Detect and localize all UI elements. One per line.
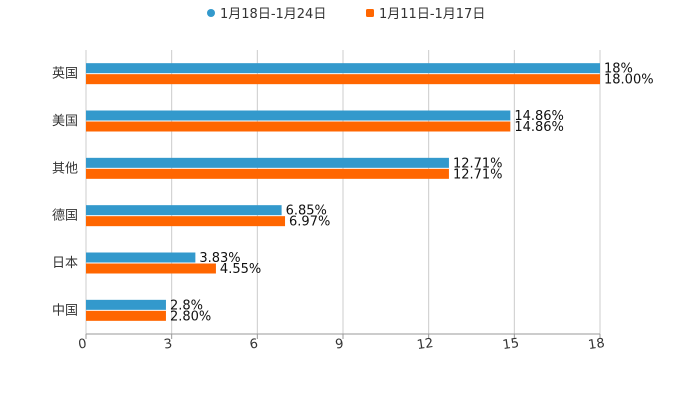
data-label-series-1: 14.86% <box>514 109 564 124</box>
bar-series-1[interactable] <box>86 205 282 216</box>
legend-marker-series-1 <box>207 9 215 17</box>
category-label: 中国 <box>52 303 78 318</box>
bar-series-1[interactable] <box>86 63 600 74</box>
bar-series-2[interactable] <box>86 74 600 85</box>
data-label-series-2: 4.55% <box>220 262 261 277</box>
grid-lines <box>85 50 601 334</box>
x-tick-label: 6 <box>249 337 259 353</box>
x-tick-label: 9 <box>334 337 344 353</box>
data-label-series-1: 18% <box>604 62 633 77</box>
x-tick-label: 18 <box>587 336 605 353</box>
category-label: 其他 <box>52 161 78 176</box>
bars <box>86 63 600 321</box>
legend-label-series-1: 1月18日-1月24日 <box>220 7 326 22</box>
data-labels: 18%18.00% 14.86%14.86% 12.71%12.71% 6.85%6.… <box>170 62 654 325</box>
bar-series-1[interactable] <box>86 252 196 263</box>
x-tick-label: 12 <box>416 336 434 353</box>
legend-item-series-1[interactable]: 1月18日-1月24日 <box>207 7 326 22</box>
legend-item-series-2[interactable]: 1月11日-1月17日 <box>366 7 485 22</box>
data-label-series-1: 6.85% <box>286 204 327 219</box>
legend: 1月18日-1月24日 1月11日-1月17日 <box>207 7 485 22</box>
data-label-series-1: 12.71% <box>453 156 503 171</box>
data-label-series-2: 12.71% <box>453 167 503 182</box>
bar-series-2[interactable] <box>86 168 449 179</box>
data-label-series-2: 6.97% <box>289 215 330 230</box>
bar-series-2[interactable] <box>86 216 286 227</box>
x-tick-label: 0 <box>77 337 87 353</box>
x-tick-label: 3 <box>163 337 173 353</box>
data-label-series-1: 2.8% <box>170 298 203 313</box>
category-label: 日本 <box>52 256 78 271</box>
data-label-series-1: 3.83% <box>199 251 240 266</box>
legend-label-series-2: 1月11日-1月17日 <box>379 7 485 22</box>
x-tick-labels: 0 3 6 9 12 15 18 <box>77 336 605 353</box>
x-tick-label: 15 <box>502 336 520 353</box>
category-label: 英国 <box>52 67 78 82</box>
bar-series-1[interactable] <box>86 110 511 121</box>
bar-series-2[interactable] <box>86 263 216 274</box>
x-axis <box>85 333 601 339</box>
bar-series-2[interactable] <box>86 121 511 132</box>
bar-series-2[interactable] <box>86 310 166 321</box>
data-label-series-2: 2.80% <box>170 309 211 324</box>
legend-marker-series-2 <box>366 9 374 17</box>
bar-series-1[interactable] <box>86 157 449 168</box>
data-label-series-2: 18.00% <box>604 73 654 88</box>
category-label: 美国 <box>52 114 78 129</box>
data-label-series-2: 14.86% <box>514 120 564 135</box>
bar-series-1[interactable] <box>86 299 166 310</box>
category-label: 德国 <box>52 209 78 224</box>
